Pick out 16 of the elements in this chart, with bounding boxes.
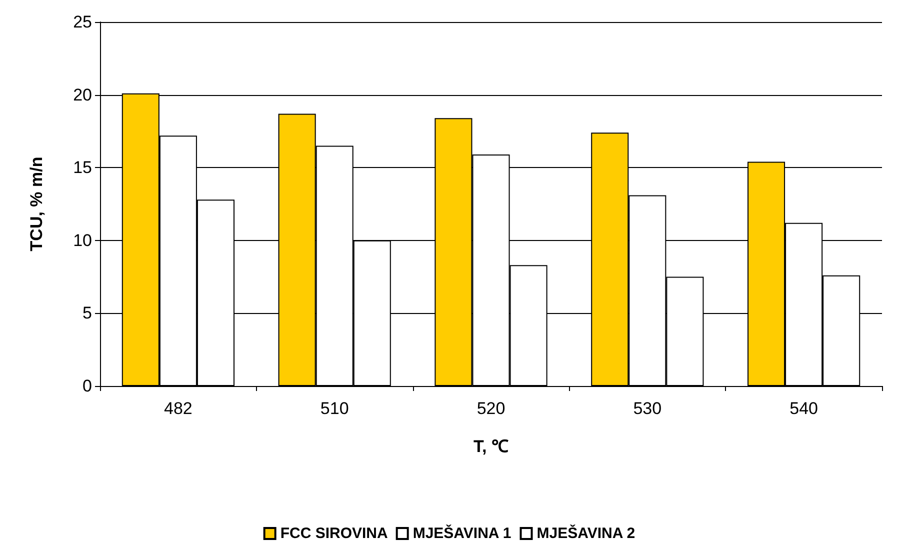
x-tick-label: 482 <box>164 399 192 418</box>
legend-label: MJEŠAVINA 1 <box>412 524 512 542</box>
y-tick-label: 10 <box>73 230 92 250</box>
x-tick-label: 540 <box>790 399 818 418</box>
legend-label: FCC SIROVINA <box>280 525 388 542</box>
y-axis-title: TCU, % m/n <box>27 156 46 252</box>
x-tick-label: 510 <box>320 399 349 418</box>
x-tick-label: 520 <box>476 399 506 418</box>
y-tick-label: 15 <box>73 158 92 178</box>
y-tick-label: 0 <box>82 376 92 396</box>
y-tick-label: 20 <box>73 85 92 104</box>
x-axis-title: T, ℃ <box>474 437 508 456</box>
y-tick-label: 25 <box>73 12 92 32</box>
x-tick-label: 530 <box>633 399 662 418</box>
legend-label: MJEŠAVINA 2 <box>536 524 636 542</box>
y-tick-label: 5 <box>82 304 92 323</box>
